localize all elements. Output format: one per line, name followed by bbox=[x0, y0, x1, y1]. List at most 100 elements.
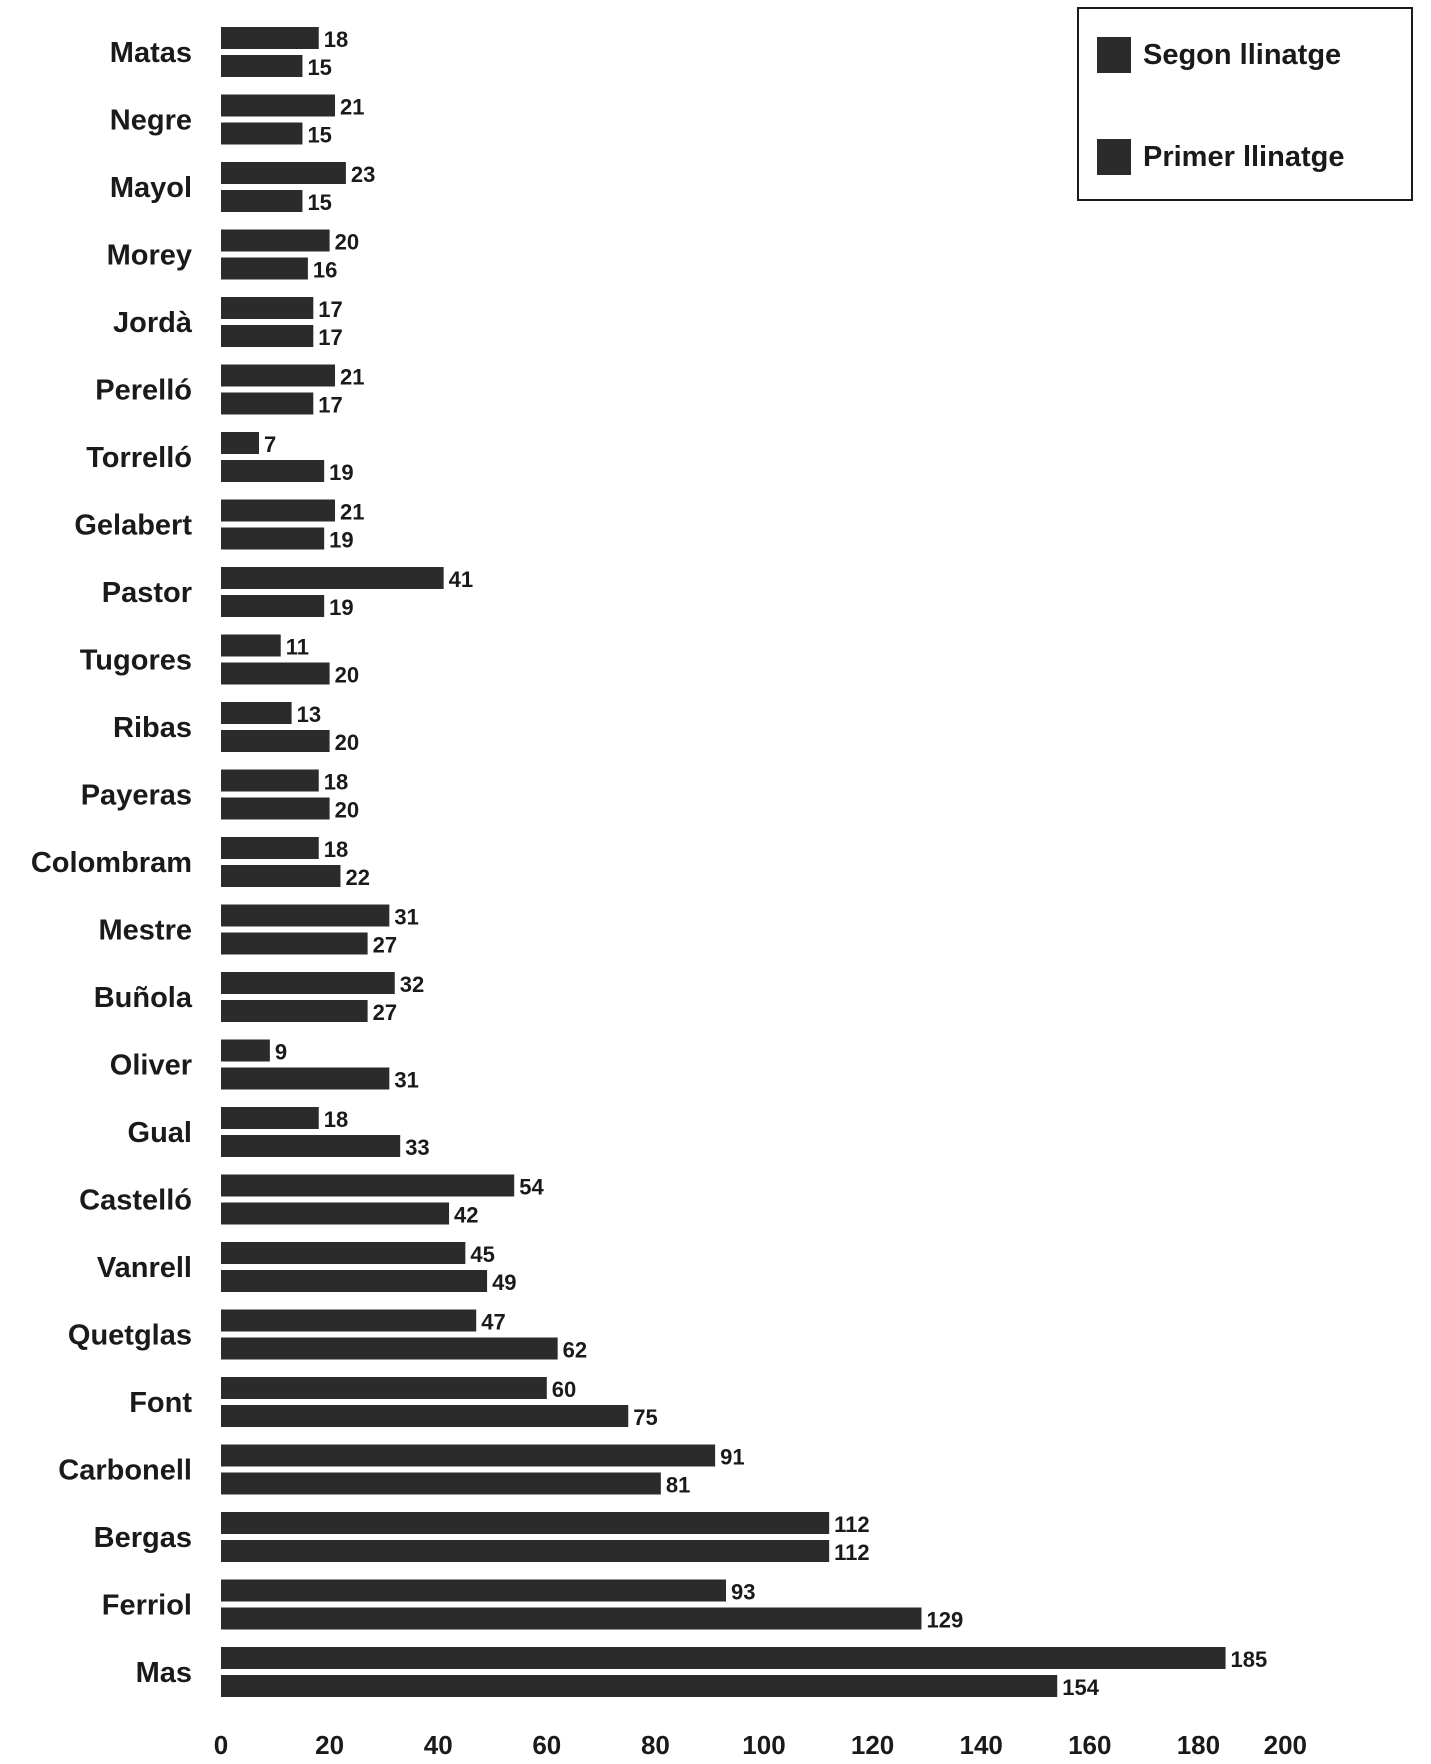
x-tick-label: 180 bbox=[1177, 1730, 1220, 1759]
bar-primer bbox=[221, 1405, 629, 1427]
data-label: 18 bbox=[324, 837, 348, 862]
category-label: Bergas bbox=[94, 1522, 192, 1554]
data-label: 21 bbox=[340, 500, 364, 525]
data-label: 54 bbox=[519, 1175, 544, 1200]
bar-primer bbox=[221, 1540, 830, 1562]
data-label: 15 bbox=[307, 123, 331, 148]
bar-primer bbox=[221, 1067, 390, 1090]
data-label: 81 bbox=[666, 1473, 690, 1498]
bar-primer bbox=[221, 1270, 488, 1292]
bar-primer bbox=[221, 730, 330, 752]
bar-primer bbox=[221, 1472, 661, 1495]
data-label: 75 bbox=[633, 1405, 657, 1430]
data-label: 19 bbox=[329, 595, 353, 620]
category-label: Castelló bbox=[79, 1185, 192, 1217]
data-label: 42 bbox=[454, 1203, 478, 1228]
legend-swatch-segon bbox=[1097, 37, 1131, 73]
data-label: 22 bbox=[345, 865, 369, 890]
bar-segon bbox=[221, 1309, 477, 1332]
x-axis-ticks: 0 20 40 60 80 100 120 140 160 180 200 bbox=[214, 1730, 1307, 1760]
data-label: 112 bbox=[834, 1540, 870, 1565]
bar-primer bbox=[221, 392, 314, 415]
data-label: 31 bbox=[394, 905, 418, 930]
bar-segon bbox=[221, 769, 319, 792]
legend: Segon llinatge Primer llinatge bbox=[1077, 7, 1413, 201]
category-label: Ribas bbox=[113, 712, 192, 744]
data-label: 18 bbox=[324, 27, 348, 52]
bar-segon bbox=[221, 499, 336, 522]
data-label: 20 bbox=[335, 798, 359, 823]
bar-primer bbox=[221, 662, 330, 685]
data-label: 47 bbox=[481, 1310, 505, 1335]
data-label: 62 bbox=[563, 1338, 587, 1363]
data-label: 23 bbox=[351, 162, 375, 187]
bar-primer bbox=[221, 1202, 450, 1225]
category-label: Gual bbox=[128, 1117, 192, 1149]
category-label: Vanrell bbox=[97, 1252, 192, 1284]
legend-label-segon: Segon llinatge bbox=[1143, 39, 1341, 71]
category-label: Carbonell bbox=[58, 1455, 192, 1487]
bar-primer bbox=[221, 1000, 368, 1022]
bar-primer bbox=[221, 1607, 922, 1630]
bar-primer bbox=[221, 122, 303, 145]
data-label: 17 bbox=[318, 393, 342, 418]
bar-segon bbox=[221, 837, 319, 859]
value-labels: 1815211523152016171721177192119411911201… bbox=[264, 27, 1267, 1700]
bar-segon bbox=[221, 432, 260, 454]
data-label: 129 bbox=[926, 1608, 963, 1633]
data-label: 31 bbox=[394, 1068, 418, 1093]
category-label: Tugores bbox=[80, 645, 192, 677]
category-label: Payeras bbox=[81, 780, 192, 812]
bar-segon bbox=[221, 702, 292, 724]
bar-primer bbox=[221, 325, 314, 347]
bar-primer bbox=[221, 595, 325, 617]
category-label: Quetglas bbox=[68, 1320, 192, 1352]
x-tick-label: 80 bbox=[641, 1730, 670, 1759]
data-label: 20 bbox=[335, 663, 359, 688]
bar-segon bbox=[221, 634, 281, 657]
bar-segon bbox=[221, 1242, 466, 1264]
data-label: 18 bbox=[324, 1107, 348, 1132]
bar-segon bbox=[221, 972, 395, 994]
data-label: 27 bbox=[373, 933, 397, 958]
bar-segon bbox=[221, 1107, 319, 1129]
bar-primer bbox=[221, 460, 325, 482]
data-label: 18 bbox=[324, 770, 348, 795]
bar-primer bbox=[221, 1135, 401, 1157]
data-label: 185 bbox=[1231, 1647, 1268, 1672]
category-label: Morey bbox=[107, 240, 192, 272]
x-tick-label: 140 bbox=[960, 1730, 1003, 1759]
bar-segon bbox=[221, 229, 330, 252]
bar-primer bbox=[221, 865, 341, 887]
x-tick-label: 100 bbox=[742, 1730, 785, 1759]
data-label: 15 bbox=[307, 190, 331, 215]
data-label: 60 bbox=[552, 1377, 576, 1402]
bar-segon bbox=[221, 1174, 515, 1197]
data-label: 21 bbox=[340, 95, 364, 120]
legend-frame bbox=[1077, 7, 1413, 201]
bar-primer bbox=[221, 190, 303, 212]
category-label: Perelló bbox=[95, 375, 192, 407]
bar-primer bbox=[221, 527, 325, 550]
category-label: Oliver bbox=[110, 1050, 192, 1082]
x-tick-label: 40 bbox=[424, 1730, 453, 1759]
data-label: 7 bbox=[264, 432, 276, 457]
x-tick-label: 20 bbox=[315, 1730, 344, 1759]
legend-swatch-primer bbox=[1097, 139, 1131, 175]
data-label: 93 bbox=[731, 1580, 755, 1605]
category-label: Font bbox=[129, 1387, 192, 1419]
data-label: 27 bbox=[373, 1000, 397, 1025]
bar-segon bbox=[221, 94, 336, 117]
data-label: 49 bbox=[492, 1270, 516, 1295]
bar-segon bbox=[221, 1647, 1226, 1669]
category-label: Gelabert bbox=[74, 510, 192, 542]
category-label: Buñola bbox=[94, 982, 193, 1014]
data-label: 20 bbox=[335, 230, 359, 255]
data-label: 20 bbox=[335, 730, 359, 755]
category-labels: Matas Negre Mayol Morey Jordà Perelló Torrelló… bbox=[31, 37, 193, 1689]
data-label: 45 bbox=[470, 1242, 494, 1267]
bars-layer bbox=[221, 27, 1226, 1697]
data-label: 17 bbox=[318, 325, 342, 350]
bar-primer bbox=[221, 932, 368, 955]
